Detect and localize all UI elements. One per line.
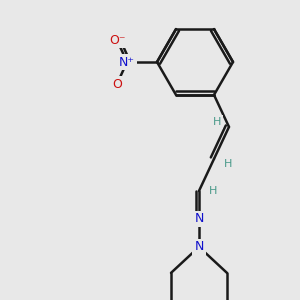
Text: O: O	[112, 77, 122, 91]
Text: H: H	[209, 186, 217, 196]
Text: H: H	[224, 159, 232, 169]
Text: H: H	[213, 117, 221, 127]
Text: N: N	[194, 212, 204, 225]
Text: N⁺: N⁺	[119, 56, 135, 68]
Text: N: N	[194, 240, 204, 254]
Text: O⁻: O⁻	[109, 34, 125, 46]
